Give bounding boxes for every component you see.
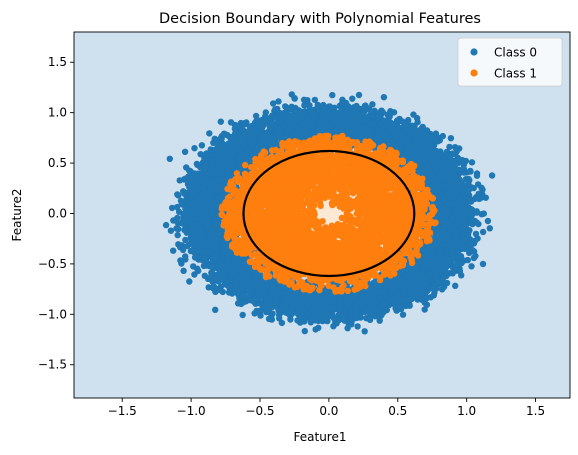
data-point — [278, 319, 286, 327]
data-point — [181, 148, 189, 155]
data-point — [239, 311, 246, 319]
data-point — [174, 231, 181, 239]
data-point — [399, 311, 407, 318]
data-point — [380, 94, 388, 101]
data-point — [177, 257, 184, 264]
data-point — [479, 260, 487, 268]
data-point — [167, 227, 175, 234]
data-point — [465, 241, 473, 248]
data-point — [275, 98, 282, 105]
plot-area — [162, 91, 496, 335]
data-point — [186, 278, 193, 285]
data-point — [421, 306, 428, 313]
data-point — [447, 135, 455, 142]
data-point — [354, 323, 361, 330]
data-point — [430, 282, 438, 289]
data-point — [348, 321, 355, 328]
data-point — [486, 225, 493, 232]
data-point — [212, 288, 219, 295]
data-point — [270, 100, 277, 107]
data-point — [275, 307, 282, 314]
data-point — [174, 191, 181, 198]
data-point — [287, 105, 295, 113]
data-point — [456, 267, 464, 275]
data-point — [329, 91, 336, 99]
data-point — [361, 328, 368, 335]
data-point — [206, 130, 213, 137]
data-point — [439, 132, 446, 140]
chart-title: Decision Boundary with Polynomial Featur… — [159, 11, 481, 27]
data-point — [282, 103, 289, 110]
data-point — [252, 112, 260, 120]
data-point — [175, 225, 182, 233]
data-point — [393, 307, 400, 314]
data-point — [484, 217, 492, 225]
data-point — [182, 236, 189, 244]
data-point — [217, 118, 224, 125]
data-point — [369, 101, 376, 108]
data-point — [473, 172, 481, 179]
data-point — [210, 139, 217, 146]
data-point — [479, 228, 487, 236]
data-point — [162, 221, 170, 229]
data-point — [212, 306, 219, 313]
data-point — [478, 184, 485, 191]
data-point — [198, 142, 206, 149]
data-point — [166, 155, 173, 162]
data-point — [349, 95, 356, 102]
data-point — [239, 126, 247, 134]
data-point — [209, 269, 216, 277]
data-point — [468, 263, 475, 270]
data-point — [340, 315, 347, 322]
data-point — [220, 130, 228, 137]
data-point — [433, 136, 440, 144]
data-point — [201, 272, 208, 279]
data-point — [170, 247, 177, 254]
data-point — [257, 312, 264, 319]
data-point — [379, 108, 386, 116]
data-point — [203, 262, 210, 269]
data-point — [180, 267, 187, 274]
data-point — [315, 324, 322, 331]
data-point — [488, 172, 496, 179]
data-point — [183, 164, 190, 171]
data-point — [170, 217, 177, 224]
data-point — [435, 279, 443, 286]
data-point — [182, 256, 189, 263]
data-point — [451, 144, 459, 151]
data-point — [452, 282, 459, 289]
data-point — [176, 177, 183, 184]
data-point — [445, 257, 452, 264]
data-point — [458, 259, 465, 267]
data-point — [446, 143, 453, 151]
data-point — [215, 148, 222, 155]
data-point — [297, 319, 304, 326]
data-point — [178, 242, 186, 249]
data-point — [301, 327, 308, 335]
data-point — [464, 256, 471, 264]
